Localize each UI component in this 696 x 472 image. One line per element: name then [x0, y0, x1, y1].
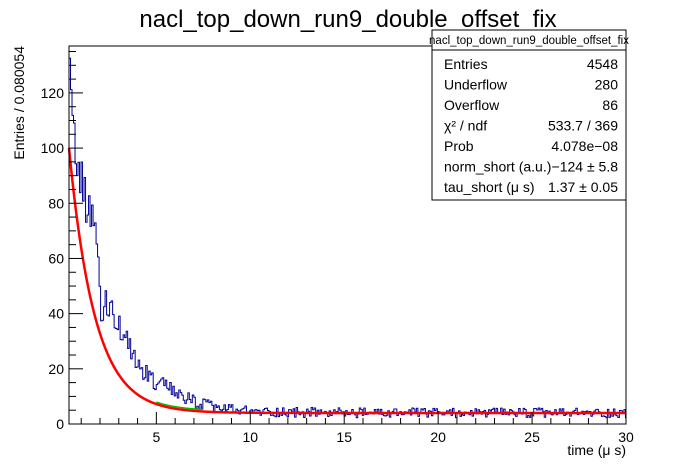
stat-value: −124 ± 5.8: [552, 159, 619, 175]
stat-label: Prob: [444, 138, 474, 154]
stat-value: 4548: [587, 56, 618, 72]
stat-label: Entries: [444, 56, 488, 72]
y-tick-label: 0: [56, 416, 64, 432]
stat-value: 1.37 ± 0.05: [548, 179, 618, 195]
stat-label: Overflow: [444, 97, 500, 113]
stat-value: 4.078e−08: [551, 138, 618, 154]
stat-value: 280: [595, 77, 619, 93]
x-axis-label: time (μ s): [567, 442, 626, 458]
stat-label: norm_short (a.u.): [444, 159, 551, 175]
stats-box-frame: [431, 29, 627, 201]
x-tick-label: 25: [524, 429, 540, 445]
chart-title: nacl_top_down_run9_double_offset_fix: [139, 6, 556, 33]
x-tick-label: 5: [152, 429, 160, 445]
stat-label: χ² / ndf: [444, 118, 487, 134]
x-tick-label: 20: [430, 429, 446, 445]
stat-label: tau_short (μ s): [444, 179, 535, 195]
stat-value: 86: [602, 97, 618, 113]
stats-box-title: nacl_top_down_run9_double_offset_fix: [429, 35, 629, 47]
y-tick-label: 120: [41, 85, 65, 101]
stat-value: 533.7 / 369: [548, 118, 618, 134]
y-axis: 0 20 40 60 80 100 120: [41, 51, 83, 432]
plot-frame: [68, 45, 627, 425]
y-tick-label: 100: [41, 140, 65, 156]
x-tick-label: 30: [618, 429, 634, 445]
secondary-fit-series: [156, 401, 204, 411]
x-tick-label: 15: [336, 429, 352, 445]
stats-box: nacl_top_down_run9_double_offset_fix Ent…: [429, 29, 629, 201]
x-tick-label: 10: [242, 429, 258, 445]
fit-series: [67, 147, 626, 415]
stat-label: Underflow: [444, 77, 508, 93]
x-axis: 5 10 15 20 25 30: [80, 412, 634, 445]
y-tick-label: 80: [48, 195, 64, 211]
y-tick-label: 20: [48, 361, 64, 377]
y-axis-label: Entries / 0.080054: [11, 46, 27, 160]
y-tick-label: 60: [48, 250, 64, 266]
y-tick-label: 40: [48, 306, 64, 322]
fit-curve: [67, 147, 626, 415]
secondary-fit-line: [156, 401, 204, 411]
